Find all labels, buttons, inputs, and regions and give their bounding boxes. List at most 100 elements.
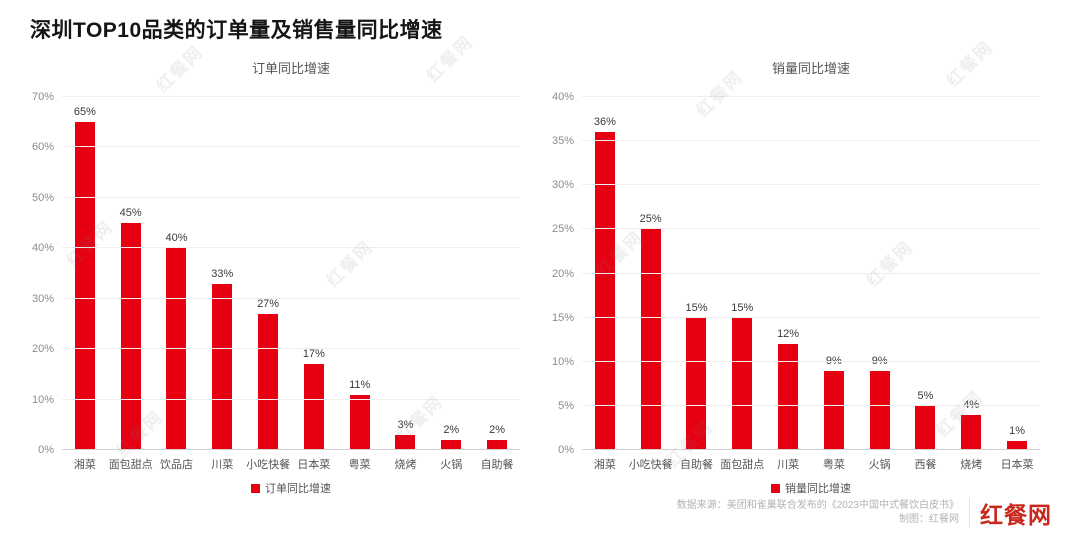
bar-value-label: 9% — [825, 354, 842, 367]
bar-自助餐 — [487, 439, 508, 450]
bars-container: 36% 25% 15% 15% 12% 9% 9% 5% 4% 1% — [582, 97, 1040, 450]
chart-title-orders: 订单同比增速 — [251, 61, 330, 76]
bar-value-label: 15% — [731, 301, 754, 314]
bar-日本菜 — [303, 364, 324, 450]
y-tick-label: 25% — [551, 223, 574, 236]
gridline — [62, 196, 520, 198]
bar-value-label: 15% — [685, 301, 708, 314]
bar-value-label: 4% — [963, 398, 980, 411]
x-category-label: 西餐 — [914, 459, 937, 471]
bar-slot: 33% — [199, 97, 245, 450]
x-category-label: 火锅 — [440, 459, 463, 471]
bar-湘菜 — [594, 132, 615, 450]
bar-slot: 65% — [62, 97, 108, 450]
x-category-label: 烧烤 — [394, 459, 417, 471]
x-category-label: 小吃快餐 — [246, 459, 291, 471]
hongcan-logo: 红餐网 — [980, 502, 1052, 528]
bar-value-label: 1% — [1009, 425, 1026, 438]
x-category-label: 小吃快餐 — [628, 459, 673, 471]
gridline — [62, 348, 520, 350]
bar-粤菜 — [349, 394, 370, 450]
bar-slot: 3% — [383, 97, 429, 450]
gridline — [582, 360, 1040, 362]
x-category-label: 面包甜点 — [108, 459, 153, 471]
bar-value-label: 27% — [257, 297, 280, 310]
y-tick-label: 5% — [558, 399, 574, 412]
bar-小吃快餐 — [258, 313, 279, 450]
bar-湘菜 — [74, 122, 95, 450]
bar-slot: 9% — [857, 97, 903, 450]
bar-slot: 15% — [719, 97, 765, 450]
x-category-label: 日本菜 — [297, 459, 331, 471]
bar-value-label: 11% — [349, 378, 371, 391]
bar-value-label: 2% — [489, 423, 506, 436]
y-tick-label: 40% — [551, 91, 574, 103]
bar-小吃快餐 — [640, 229, 661, 450]
gridline — [582, 272, 1040, 274]
x-category-label: 粤菜 — [348, 459, 371, 471]
bar-slot: 1% — [994, 97, 1040, 450]
x-category-label: 日本菜 — [1000, 459, 1034, 471]
bar-slot: 2% — [428, 97, 474, 450]
gridline — [62, 146, 520, 148]
legend-label: 销量同比增速 — [785, 483, 851, 495]
legend-label: 订单同比增速 — [265, 483, 331, 495]
bar-value-label: 25% — [639, 213, 662, 226]
bar-value-label: 12% — [777, 328, 800, 341]
x-category-label: 湘菜 — [73, 459, 96, 471]
bar-slot: 17% — [291, 97, 337, 450]
bar-slot: 12% — [765, 97, 811, 450]
bar-slot: 27% — [245, 97, 291, 450]
x-category-label: 粤菜 — [822, 459, 845, 471]
x-category-label: 湘菜 — [593, 459, 616, 471]
data-source-text: 数据来源：美团和雀巢联合发布的《2023中国中式餐饮白皮书》 制图：红餐网 — [677, 499, 959, 527]
x-category-label: 火锅 — [868, 459, 891, 471]
bar-面包甜点 — [732, 317, 753, 450]
x-category-label: 川菜 — [777, 459, 800, 471]
bar-火锅 — [869, 370, 890, 450]
bar-value-label: 36% — [593, 116, 616, 129]
bar-烧烤 — [961, 414, 982, 450]
bar-value-label: 2% — [443, 423, 460, 436]
y-tick-label: 50% — [31, 191, 54, 204]
bar-value-label: 65% — [73, 106, 96, 119]
bar-火锅 — [441, 439, 462, 450]
y-tick-label: 30% — [551, 179, 574, 192]
y-tick-label: 40% — [31, 242, 54, 255]
y-tick-label: 0% — [38, 444, 54, 456]
x-axis-line — [582, 449, 1040, 450]
source-line-2: 制图：红餐网 — [899, 514, 959, 525]
footer: 数据来源：美团和雀巢联合发布的《2023中国中式餐饮白皮书》 制图：红餐网 红餐… — [677, 496, 1052, 530]
y-tick-label: 60% — [31, 141, 54, 154]
chart-title-sales: 销量同比增速 — [771, 61, 850, 76]
bar-日本菜 — [1007, 441, 1028, 450]
bar-slot: 5% — [903, 97, 949, 450]
legend: 订单同比增速 — [62, 480, 520, 496]
bar-value-label: 3% — [397, 418, 414, 431]
x-axis-labels: 湘菜 面包甜点 饮品店 川菜 小吃快餐 日本菜 粤菜 烧烤 火锅 自助餐 — [62, 456, 520, 472]
y-tick-label: 10% — [551, 355, 574, 368]
y-tick-label: 35% — [551, 135, 574, 148]
gridline — [582, 184, 1040, 186]
y-tick-label: 0% — [558, 444, 574, 456]
bar-粤菜 — [823, 370, 844, 450]
x-category-label: 自助餐 — [679, 459, 713, 471]
bar-value-label: 9% — [871, 354, 888, 367]
gridline — [62, 297, 520, 299]
gridline — [582, 404, 1040, 406]
x-axis-labels: 湘菜 小吃快餐 自助餐 面包甜点 川菜 粤菜 火锅 西餐 烧烤 日本菜 — [582, 456, 1040, 472]
bar-value-label: 40% — [165, 232, 188, 245]
gridline — [582, 228, 1040, 230]
y-axis: 70% 60% 50% 40% 30% 20% 10% 0% — [24, 91, 54, 456]
y-tick-label: 20% — [551, 267, 574, 280]
bar-slot: 45% — [108, 97, 154, 450]
bar-川菜 — [778, 344, 799, 450]
bar-自助餐 — [686, 317, 707, 450]
gridline — [62, 398, 520, 400]
y-tick-label: 10% — [31, 393, 54, 406]
page-title: 深圳TOP10品类的订单量及销售量同比增速 — [30, 19, 443, 42]
sales-growth-chart: 销量同比增速 40% 35% 30% 25% 20% 15% 10% 5% 0% 36% 25% 1… — [544, 50, 1040, 498]
y-tick-label: 15% — [551, 311, 574, 324]
bar-slot: 4% — [948, 97, 994, 450]
